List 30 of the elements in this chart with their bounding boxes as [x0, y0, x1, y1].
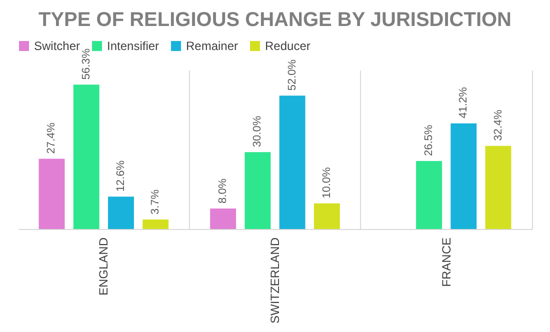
bar: [73, 84, 100, 229]
bar: [244, 152, 271, 229]
data-label: 3.7%: [150, 189, 162, 215]
data-label: 26.5%: [423, 124, 436, 156]
legend-label: Intensifier: [107, 39, 160, 53]
bar: [416, 161, 442, 229]
bar: [485, 146, 512, 229]
legend-label: Reducer: [265, 39, 310, 53]
data-label: 41.2%: [458, 86, 470, 118]
data-label: 56.3%: [80, 48, 92, 80]
chart-title: TYPE OF RELIGIOUS CHANGE BY JURISDICTION: [38, 9, 512, 31]
data-label: 30.0%: [252, 116, 264, 148]
legend-label: Switcher: [34, 39, 80, 53]
legend-label: Remainer: [186, 39, 238, 53]
data-label: 32.4%: [492, 110, 504, 141]
bar: [279, 96, 306, 229]
bar: [314, 203, 340, 229]
x-tick-label: ENGLAND: [96, 237, 111, 296]
bar: [450, 123, 477, 229]
data-label: 10.0%: [320, 166, 333, 198]
data-label: 12.6%: [114, 160, 127, 192]
bar: [108, 196, 134, 229]
bar: [210, 208, 236, 229]
bar: [142, 220, 169, 229]
x-tick-label: FRANCE: [439, 238, 454, 287]
data-label: 52.0%: [286, 59, 298, 91]
x-tick-label: SWITZERLAND: [268, 237, 282, 324]
bar: [38, 158, 65, 229]
data-label: 8.0%: [217, 178, 230, 204]
data-label: 27.4%: [46, 122, 58, 154]
